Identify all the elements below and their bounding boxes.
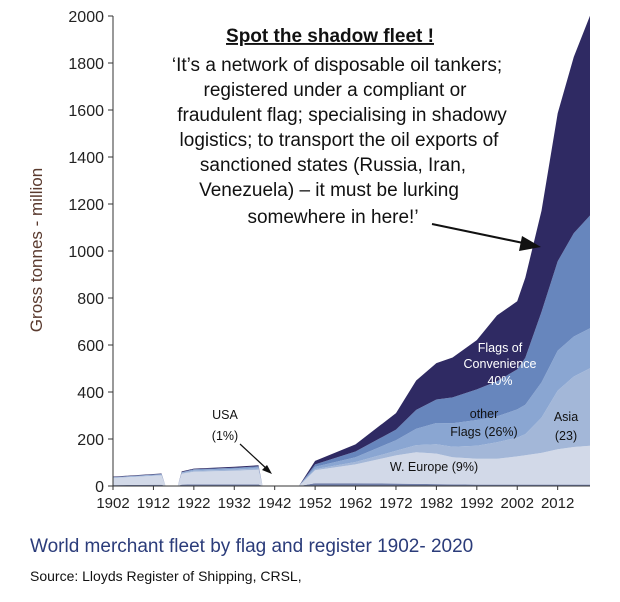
other-flags-label-1: other bbox=[470, 407, 499, 421]
usa-label: USA bbox=[212, 408, 238, 422]
x-tick-label: 1952 bbox=[298, 495, 331, 512]
area-asia bbox=[113, 368, 590, 486]
annotation-title: Spot the shadow fleet ! bbox=[226, 26, 434, 47]
usa-share-label: (1%) bbox=[212, 429, 238, 443]
pointer-arrow-head bbox=[519, 236, 541, 251]
area-shadow-fleet-area bbox=[113, 15, 590, 487]
y-tick-label: 1800 bbox=[68, 56, 104, 73]
x-tick-label: 2012 bbox=[541, 495, 574, 512]
area-w-europe bbox=[113, 445, 590, 486]
quote-line-1: ‘It’s a network of disposable oil tanker… bbox=[172, 55, 502, 76]
foc-label-1: Flags of bbox=[478, 341, 523, 355]
quote-line-3: fraudulent flag; specialising in shadowy bbox=[177, 105, 507, 126]
other-flags-label-2: Flags (26%) bbox=[450, 425, 517, 439]
w-europe-label: W. Europe (9%) bbox=[390, 460, 478, 474]
quote-line-2: registered under a compliant or bbox=[204, 80, 468, 101]
y-axis-label: Gross tonnes - million bbox=[27, 168, 46, 332]
y-tick-label: 1400 bbox=[68, 150, 104, 167]
x-tick-label: 1932 bbox=[218, 495, 251, 512]
source-note: Source: Lloyds Register of Shipping, CRS… bbox=[30, 568, 302, 584]
y-tick-label: 400 bbox=[77, 385, 104, 402]
quote-line-6: Venezuela) – it must be lurking bbox=[199, 180, 459, 201]
x-tick-label: 1922 bbox=[177, 495, 210, 512]
y-tick-label: 1000 bbox=[68, 244, 104, 261]
y-tick-label: 0 bbox=[95, 479, 104, 496]
y-tick-label: 800 bbox=[77, 291, 104, 308]
area-usa bbox=[113, 483, 590, 486]
x-tick-label: 1912 bbox=[137, 495, 170, 512]
quote-line-7: somewhere in here!’ bbox=[247, 207, 418, 228]
x-tick-label: 1902 bbox=[96, 495, 129, 512]
foc-label-3: 40% bbox=[487, 374, 512, 388]
x-tick-label: 2002 bbox=[501, 495, 534, 512]
y-tick-label: 1600 bbox=[68, 103, 104, 120]
pointer-arrow bbox=[431, 223, 529, 245]
asia-label-1: Asia bbox=[554, 410, 578, 424]
foc-label-2: Convenience bbox=[464, 357, 537, 371]
x-ticks: 1902 1912 1922 1932 1942 1952 1962 1972 1982 1992… bbox=[96, 486, 574, 512]
area-flags-of-convenience bbox=[113, 215, 590, 486]
y-tick-label: 200 bbox=[77, 432, 104, 449]
stacked-areas bbox=[113, 15, 590, 487]
y-tick-label: 1200 bbox=[68, 197, 104, 214]
x-tick-label: 1992 bbox=[460, 495, 493, 512]
usa-pointer-head bbox=[262, 465, 272, 474]
x-tick-label: 1942 bbox=[258, 495, 291, 512]
x-tick-label: 1972 bbox=[379, 495, 412, 512]
y-tick-label: 600 bbox=[77, 338, 104, 355]
y-tick-label: 2000 bbox=[68, 9, 104, 26]
x-tick-label: 1962 bbox=[339, 495, 372, 512]
chart: 0 200 400 600 800 1000 1200 1400 1600 1800 2000 19… bbox=[27, 9, 590, 512]
x-tick-label: 1982 bbox=[420, 495, 453, 512]
quote-line-4: logistics; to transport the oil exports … bbox=[180, 130, 500, 151]
usa-pointer bbox=[239, 443, 269, 471]
quote-line-5: sanctioned states (Russia, Iran, bbox=[200, 155, 466, 176]
series-labels: USA (1%) Flags of Convenience 40% other … bbox=[212, 341, 578, 474]
caption: World merchant fleet by flag and registe… bbox=[30, 536, 474, 557]
y-ticks: 0 200 400 600 800 1000 1200 1400 1600 1800 2000 bbox=[68, 9, 113, 496]
asia-label-2: (23) bbox=[555, 429, 577, 443]
annotation-block: Spot the shadow fleet ! ‘It’s a network … bbox=[172, 26, 541, 251]
